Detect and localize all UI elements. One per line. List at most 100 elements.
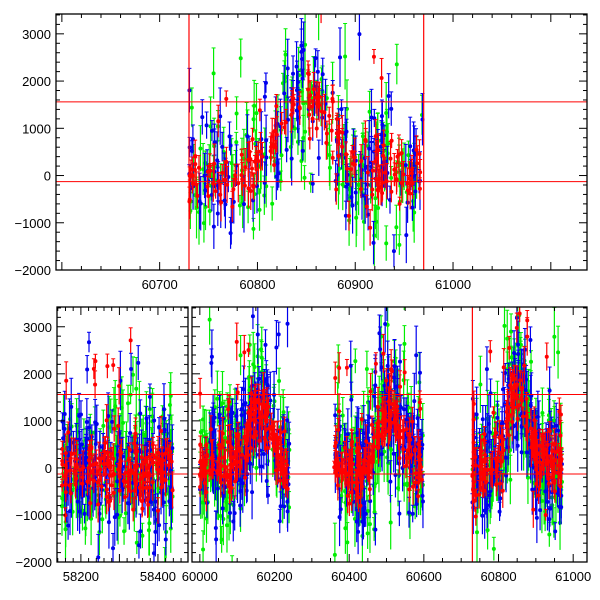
data-point [152,418,157,423]
data-point [289,112,294,117]
data-point [251,362,256,367]
data-point [345,166,350,171]
data-point [243,165,248,170]
data-point [320,72,325,77]
data-point [556,350,561,355]
axes-frame [56,306,189,563]
data-point [125,501,130,506]
data-point [384,129,389,134]
data-point [251,117,256,122]
x-tick-label: 60700 [142,277,178,292]
data-point [63,482,68,487]
data-point [225,182,230,187]
data-point [310,181,315,186]
data-point [308,93,313,98]
data-point [74,464,79,469]
data-point [353,190,358,195]
data-point [204,123,209,128]
data-point [356,182,361,187]
data-point [222,177,227,182]
data-point [219,537,224,542]
data-point [67,468,72,473]
data-point [370,187,375,192]
data-point [376,205,381,210]
data-point [234,111,239,116]
data-point [117,384,122,389]
data-point [376,185,381,190]
data-point [134,386,139,391]
data-point [327,165,332,170]
data-point [200,500,205,505]
panel-bottom-left: −2000 −1000 0 1000 2000 3000 58200 58400 [15,306,189,584]
data-point [94,461,99,466]
data-point [389,138,394,143]
data-point [194,182,199,187]
y-tick-label: 3000 [23,320,52,335]
data-point [227,134,232,139]
data-point [301,135,306,140]
data-point [357,32,362,37]
data-point [122,529,127,534]
data-point [379,114,384,119]
data-point [281,410,286,415]
data-point [143,485,148,490]
data-point [374,219,379,224]
data-point [317,94,322,99]
data-point [153,499,158,504]
data-point [215,211,220,216]
data-point [167,454,172,459]
data-point [365,509,370,514]
data-point [189,148,194,153]
data-point [371,54,376,59]
data-point [401,172,406,177]
data-point [79,442,84,447]
data-point [351,161,356,166]
data-point [60,483,65,488]
data-point [197,199,202,204]
data-point [82,511,87,516]
data-point [169,459,174,464]
data-point [230,204,235,209]
data-point [310,104,315,109]
data-point [206,194,211,199]
x-tick-label: 61000 [435,277,471,292]
data-point [272,128,277,133]
data-point [277,378,282,383]
data-point [379,76,384,81]
data-point [283,120,288,125]
data-point [371,240,376,245]
data-point [364,204,369,209]
y-tick-label: 1000 [22,121,51,136]
data-point [216,119,221,124]
y-tick-label: 2000 [22,74,51,89]
data-point [189,105,194,110]
data-point [201,547,206,552]
data-point [151,460,156,465]
data-point [153,529,158,534]
data-point [299,43,304,48]
data-point [358,186,363,191]
y-tick-label: 1000 [23,414,52,429]
data-point [509,329,514,334]
data-layer [59,327,175,562]
data-point [64,378,69,383]
data-point [540,411,545,416]
data-point [229,161,234,166]
data-point [109,473,114,478]
data-point [316,156,321,161]
data-point [111,490,116,495]
data-point [386,93,391,98]
data-point [285,66,290,71]
y-tick-label: 3000 [22,27,51,42]
data-point [406,153,411,158]
data-point [126,401,131,406]
data-point [353,359,358,364]
data-point [118,459,123,464]
data-point [148,499,153,504]
data-point [201,221,206,226]
data-point [359,158,364,163]
data-point [130,372,135,377]
data-point [478,382,483,387]
